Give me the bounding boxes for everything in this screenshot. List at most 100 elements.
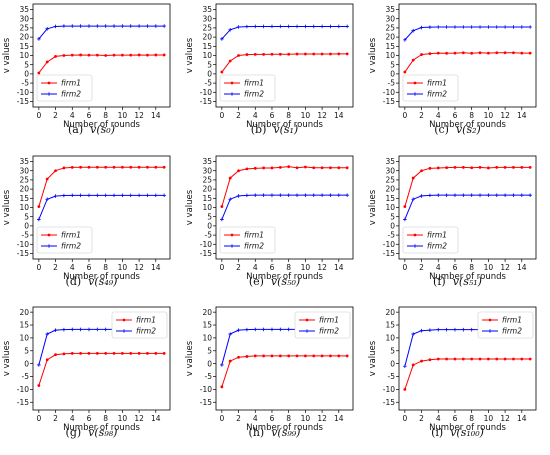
y-tick-label: -15 — [200, 249, 212, 258]
y-tick-label: 10 — [19, 203, 29, 212]
x-tick-label: 0 — [402, 414, 407, 423]
legend-marker-firm1 — [413, 81, 417, 85]
x-tick-label: 4 — [436, 263, 441, 272]
data-point-firm2 — [137, 24, 141, 28]
data-point-firm1 — [411, 176, 415, 180]
data-point-firm1 — [461, 166, 465, 169]
data-point-firm2 — [286, 327, 291, 332]
data-point-firm1 — [486, 51, 490, 55]
data-point-firm2 — [286, 193, 291, 197]
x-tick-label: 2 — [236, 111, 241, 120]
data-point-firm1 — [486, 166, 490, 170]
data-point-firm1 — [154, 351, 158, 355]
data-point-firm2 — [228, 27, 233, 32]
x-tick-label: 0 — [36, 263, 41, 272]
y-tick-label: 35 — [385, 5, 395, 14]
data-point-firm1 — [428, 166, 432, 170]
y-tick-label: -15 — [383, 249, 395, 258]
data-point-firm2 — [511, 25, 516, 29]
x-tick-label: 14 — [151, 414, 161, 423]
legend: firm1 firm2 — [402, 226, 459, 254]
data-point-firm1 — [104, 54, 108, 57]
x-tick-label: 14 — [517, 263, 527, 272]
legend-label: firm2 — [61, 242, 81, 251]
data-point-firm2 — [444, 25, 449, 29]
data-point-firm2 — [270, 327, 274, 332]
y-tick-label: 15 — [19, 194, 29, 203]
data-point-firm1 — [120, 165, 124, 169]
data-point-firm2 — [469, 327, 474, 332]
y-tick-label: 20 — [202, 308, 212, 317]
panel-caption: (g) v(s₉₈) — [0, 426, 183, 439]
data-point-firm1 — [220, 70, 224, 74]
data-point-firm1 — [95, 351, 99, 355]
y-tick-label: 30 — [202, 166, 212, 175]
data-point-firm1 — [137, 53, 141, 57]
caption-letter: (e) — [248, 275, 264, 288]
chart-panel: -15 -10 -5 0 5 10 15 20 25 30 35 0 2 4 6 8 10 12 14 Number … — [183, 0, 366, 151]
x-tick-label: 4 — [253, 414, 258, 423]
legend-label: firm1 — [136, 316, 156, 325]
y-tick-label: -15 — [200, 97, 212, 106]
y-tick-label: 10 — [19, 334, 29, 343]
data-point-firm1 — [270, 354, 274, 358]
data-point-firm1 — [278, 52, 282, 56]
x-tick-label: 0 — [36, 111, 41, 120]
data-point-firm2 — [253, 193, 258, 197]
data-point-firm1 — [270, 52, 274, 56]
x-tick-label: 6 — [270, 111, 275, 120]
data-point-firm1 — [420, 359, 423, 363]
data-point-firm1 — [486, 357, 490, 361]
data-point-firm2 — [453, 25, 457, 29]
x-tick-label: 6 — [453, 414, 458, 423]
data-point-firm1 — [45, 60, 49, 64]
x-tick-label: 0 — [36, 414, 41, 423]
x-tick-label: 8 — [469, 111, 474, 120]
data-point-firm1 — [312, 354, 316, 358]
caption-math: v(s₅₁) — [452, 275, 482, 288]
data-point-firm1 — [87, 53, 91, 57]
legend: firm1 firm2 — [477, 311, 534, 339]
data-point-firm1 — [129, 53, 133, 57]
data-point-firm1 — [520, 166, 524, 169]
data-point-firm1 — [154, 53, 158, 57]
data-point-firm1 — [54, 353, 57, 357]
y-tick-label: -5 — [22, 372, 30, 381]
legend-label: firm2 — [319, 327, 339, 336]
data-point-firm1 — [329, 166, 332, 170]
y-tick-label: 35 — [385, 157, 395, 166]
data-point-firm2 — [87, 193, 91, 198]
y-tick-label: 15 — [19, 42, 29, 51]
data-point-firm1 — [312, 166, 316, 170]
data-point-firm2 — [478, 25, 482, 29]
plot-frame — [398, 306, 537, 411]
x-axis-label: Number of rounds — [246, 423, 323, 433]
data-point-firm2 — [95, 193, 100, 198]
caption-math: v(s₄₉) — [88, 275, 118, 288]
data-point-firm2 — [494, 25, 499, 29]
legend: firm1 firm2 — [219, 74, 276, 102]
y-tick-label: -5 — [388, 79, 396, 88]
data-point-firm2 — [45, 332, 50, 336]
x-tick-label: 2 — [53, 263, 58, 272]
chart-panel: -15 -10 -5 0 5 10 15 20 25 30 35 0 2 4 6 8 10 12 14 Number … — [183, 152, 366, 303]
data-point-firm1 — [453, 357, 457, 361]
y-tick-label: -15 — [17, 97, 29, 106]
y-tick-label: 5 — [24, 346, 29, 355]
data-point-firm2 — [261, 24, 266, 29]
y-tick-label: 15 — [202, 42, 212, 51]
x-tick-label: 6 — [87, 414, 92, 423]
y-tick-label: 30 — [19, 166, 29, 175]
data-point-firm2 — [503, 193, 507, 197]
data-point-firm2 — [236, 194, 241, 198]
data-point-firm1 — [478, 51, 482, 55]
y-tick-label: 20 — [202, 185, 212, 194]
data-point-firm2 — [461, 25, 466, 29]
y-tick-label: 0 — [207, 221, 212, 230]
data-point-firm1 — [237, 355, 240, 359]
data-point-firm1 — [329, 52, 332, 56]
data-point-firm1 — [528, 51, 532, 55]
data-point-firm1 — [403, 205, 407, 208]
data-point-firm1 — [512, 166, 515, 169]
data-point-firm2 — [62, 327, 66, 332]
